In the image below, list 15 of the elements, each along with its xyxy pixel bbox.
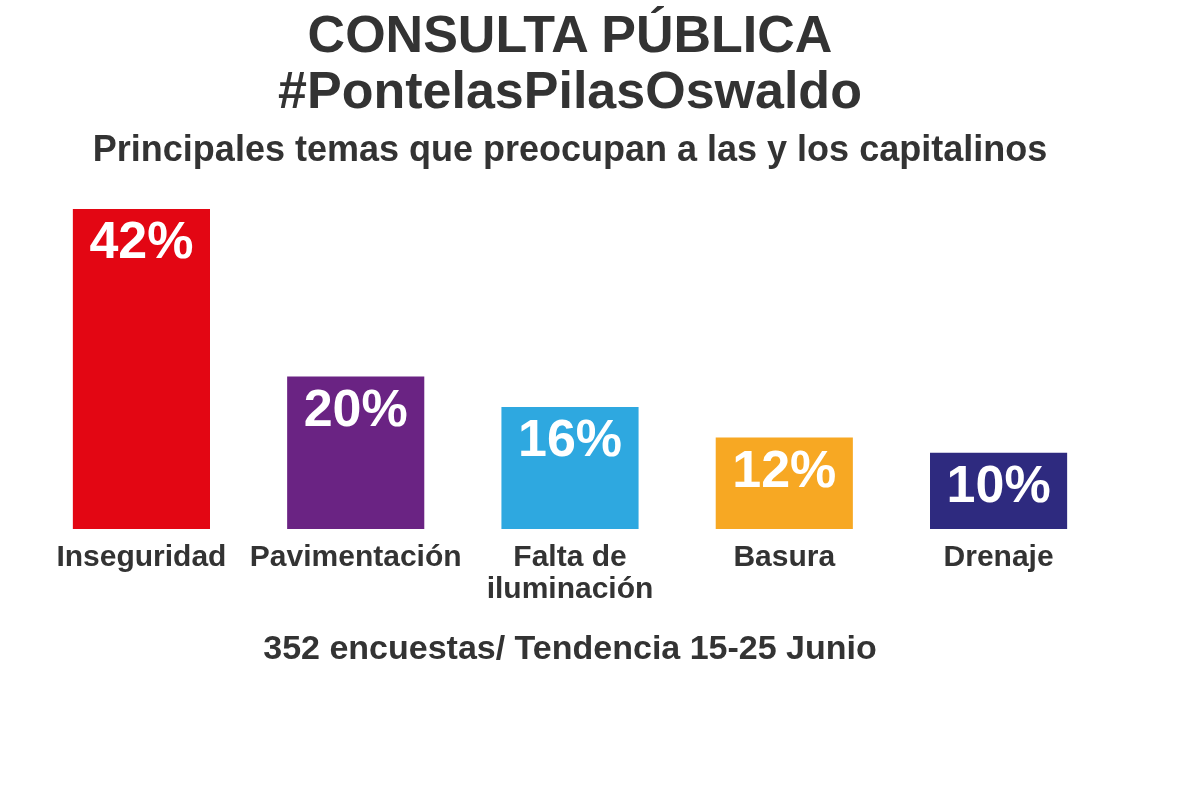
data-label: 42% xyxy=(89,211,194,269)
x-tick-label: Drenaje xyxy=(943,538,1054,572)
x-tick-label: Inseguridad xyxy=(56,538,227,572)
bar xyxy=(287,376,425,529)
data-label: 20% xyxy=(303,378,408,437)
data-label: 16% xyxy=(517,409,623,468)
x-tick-label: Basura xyxy=(733,538,836,572)
bar xyxy=(72,209,210,529)
x-tick-label: Falta de iluminación xyxy=(486,538,654,604)
data-label: 12% xyxy=(732,439,837,498)
x-tick-label: Pavimentación xyxy=(249,538,462,572)
text: 352 encuestas/ Tendencia 15-25 Junio xyxy=(263,628,877,666)
chart-subtitle: Principales temas que preocupan a las y los capitalinos xyxy=(92,128,1048,169)
chart-title: CONSULTA PÚBLICA #PontelasPilasOswaldo xyxy=(278,5,862,119)
data-label: 10% xyxy=(946,454,1051,513)
